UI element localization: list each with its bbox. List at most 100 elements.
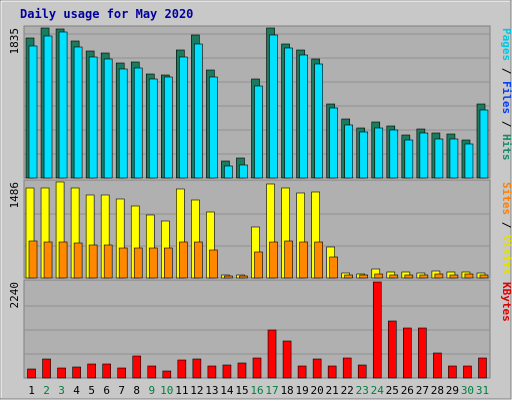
bar (434, 273, 444, 279)
x-tick-label: 2 (43, 384, 50, 397)
legend-entry: Sites (500, 182, 512, 215)
x-tick-label: 5 (88, 384, 95, 397)
bar (284, 240, 293, 279)
bar (479, 109, 489, 179)
bar (359, 274, 369, 279)
bar (418, 327, 427, 379)
legend-label: Sites / Visits (500, 182, 512, 275)
x-tick-label: 27 (416, 384, 429, 397)
bar (419, 274, 429, 279)
bar (314, 63, 323, 179)
x-axis: 1 2 3 4 5 6 7 8 9 10 11 12 13 14 15 16 17 18 19 20 21 22 23 24 2… (28, 384, 489, 397)
bar (372, 281, 382, 379)
x-tick-label: 24 (371, 384, 385, 397)
legend-entry: Pages (500, 28, 512, 61)
bar (164, 76, 173, 179)
bar (267, 329, 277, 379)
bar (404, 274, 414, 279)
bar (344, 124, 353, 179)
bar (327, 365, 337, 379)
bar (42, 358, 51, 379)
bar (103, 58, 113, 179)
bar (434, 138, 444, 179)
x-tick-label: 14 (220, 384, 234, 397)
x-tick-label: 15 (235, 384, 248, 397)
bar (239, 275, 248, 279)
bar (194, 43, 203, 179)
bar (117, 367, 127, 379)
bar (282, 340, 292, 379)
bar (72, 366, 81, 379)
bar (237, 362, 247, 379)
x-tick-label: 3 (58, 384, 65, 397)
legend-entry: Hits (500, 134, 512, 161)
bar (389, 274, 399, 279)
x-tick-label: 20 (311, 384, 324, 397)
bar (344, 274, 353, 279)
x-tick-label: 30 (461, 384, 474, 397)
x-tick-label: 10 (160, 384, 173, 397)
x-tick-label: 25 (386, 384, 399, 397)
bar (224, 275, 233, 279)
legend-label: Pages / Files / Hits (500, 28, 512, 161)
bar (28, 240, 38, 279)
bar (254, 251, 263, 279)
x-tick-label: 16 (250, 384, 263, 397)
y-tick-label: 1486 (8, 182, 21, 209)
legend-label: KBytes (500, 282, 512, 322)
legend-entry: / (500, 114, 512, 134)
bar (133, 247, 143, 279)
bar (284, 47, 293, 179)
bar (403, 327, 412, 379)
bar (118, 247, 128, 279)
bar (73, 46, 83, 179)
legend-entry: Files (500, 81, 512, 114)
bar (28, 45, 38, 179)
bar (269, 34, 278, 179)
y-tick-label: 1835 (8, 28, 21, 55)
bar (478, 357, 487, 379)
bar (192, 358, 202, 379)
bar (297, 365, 307, 379)
bar (449, 274, 459, 279)
bar (132, 355, 142, 379)
bar (43, 241, 53, 279)
x-tick-label: 13 (205, 384, 218, 397)
panels-group: 1835 Pages / Files / Hits 1486 Sites / Visi… (8, 25, 512, 379)
bar (479, 274, 489, 279)
x-tick-label: 28 (431, 384, 444, 397)
y-tick-label: 2240 (8, 282, 21, 309)
kbytes-panel: 2240 KBytes (8, 279, 512, 379)
bar (404, 139, 414, 179)
bar (419, 132, 429, 179)
bar (374, 127, 384, 179)
x-tick-label: 6 (103, 384, 110, 397)
bar (58, 241, 68, 279)
bar (88, 244, 98, 279)
x-tick-label: 18 (280, 384, 293, 397)
bar (222, 364, 232, 379)
bar (357, 364, 367, 379)
bar (314, 241, 323, 279)
bar (209, 76, 218, 179)
bar (463, 365, 472, 379)
x-tick-label: 19 (295, 384, 308, 397)
chart-title: Daily usage for May 2020 (20, 7, 193, 21)
bar (148, 247, 158, 279)
x-tick-label: 26 (401, 384, 414, 397)
x-tick-label: 31 (476, 384, 489, 397)
bar (43, 35, 53, 179)
bar (299, 54, 308, 179)
legend-entry: Visits (500, 235, 512, 275)
legend-entry: / (500, 61, 512, 81)
bar (57, 367, 66, 379)
bar (103, 244, 113, 279)
bar (147, 365, 157, 379)
bar (239, 164, 248, 179)
bar (194, 241, 203, 279)
bar (27, 368, 36, 379)
x-tick-label: 21 (326, 384, 339, 397)
bar (118, 68, 128, 179)
bar (73, 242, 83, 279)
